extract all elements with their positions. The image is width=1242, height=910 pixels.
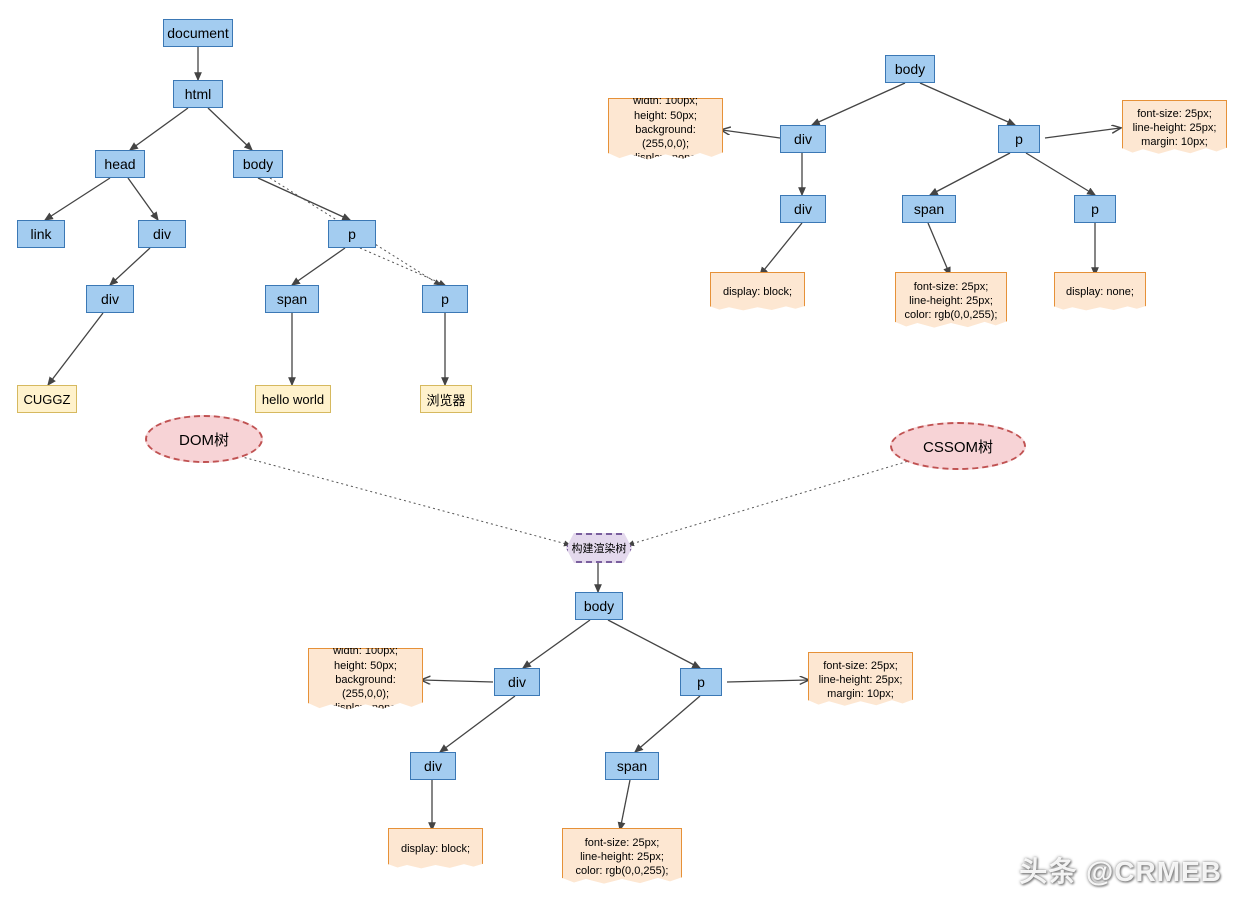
dom-leaf-cuggz: CUGGZ [17, 385, 77, 413]
dom-leaf-browser: 浏览器 [420, 385, 472, 413]
render-div2-node: div [410, 752, 456, 780]
render-note-div2: display: block; [388, 828, 483, 870]
dom-html-node: html [173, 80, 223, 108]
cssom-div1-node: div [780, 125, 826, 153]
dom-span-node: span [265, 285, 319, 313]
cssom-p2-node: p [1074, 195, 1116, 223]
render-note-div1: width: 100px; height: 50px; background:(… [308, 648, 423, 712]
dom-div1-node: div [138, 220, 186, 248]
dom-link-node: link [17, 220, 65, 248]
render-p1-node: p [680, 668, 722, 696]
render-hex-label: 构建渲染树 [566, 533, 632, 563]
cssom-p1-node: p [998, 125, 1040, 153]
dom-p1-node: p [328, 220, 376, 248]
dom-p2-node: p [422, 285, 468, 313]
dom-document-node: document [163, 19, 233, 47]
cssom-note-p1: font-size: 25px; line-height: 25px; marg… [1122, 100, 1227, 156]
render-span-node: span [605, 752, 659, 780]
dom-head-node: head [95, 150, 145, 178]
dom-leaf-hello: hello world [255, 385, 331, 413]
cssom-note-div1: width: 100px; height: 50px; background:(… [608, 98, 723, 162]
watermark-text: 头条 @CRMEB [1019, 850, 1222, 890]
render-body-node: body [575, 592, 623, 620]
cssom-note-p2: display: none; [1054, 272, 1146, 312]
cssom-tree-label: CSSOM树 [890, 422, 1026, 470]
render-note-p1: font-size: 25px; line-height: 25px; marg… [808, 652, 913, 708]
cssom-div2-node: div [780, 195, 826, 223]
dom-tree-label: DOM树 [145, 415, 263, 463]
render-note-span: font-size: 25px; line-height: 25px; colo… [562, 828, 682, 886]
cssom-body-node: body [885, 55, 935, 83]
cssom-note-span: font-size: 25px; line-height: 25px; colo… [895, 272, 1007, 330]
render-div1-node: div [494, 668, 540, 696]
cssom-span-node: span [902, 195, 956, 223]
dom-div2-node: div [86, 285, 134, 313]
cssom-note-div2: display: block; [710, 272, 805, 312]
dom-body-node: body [233, 150, 283, 178]
